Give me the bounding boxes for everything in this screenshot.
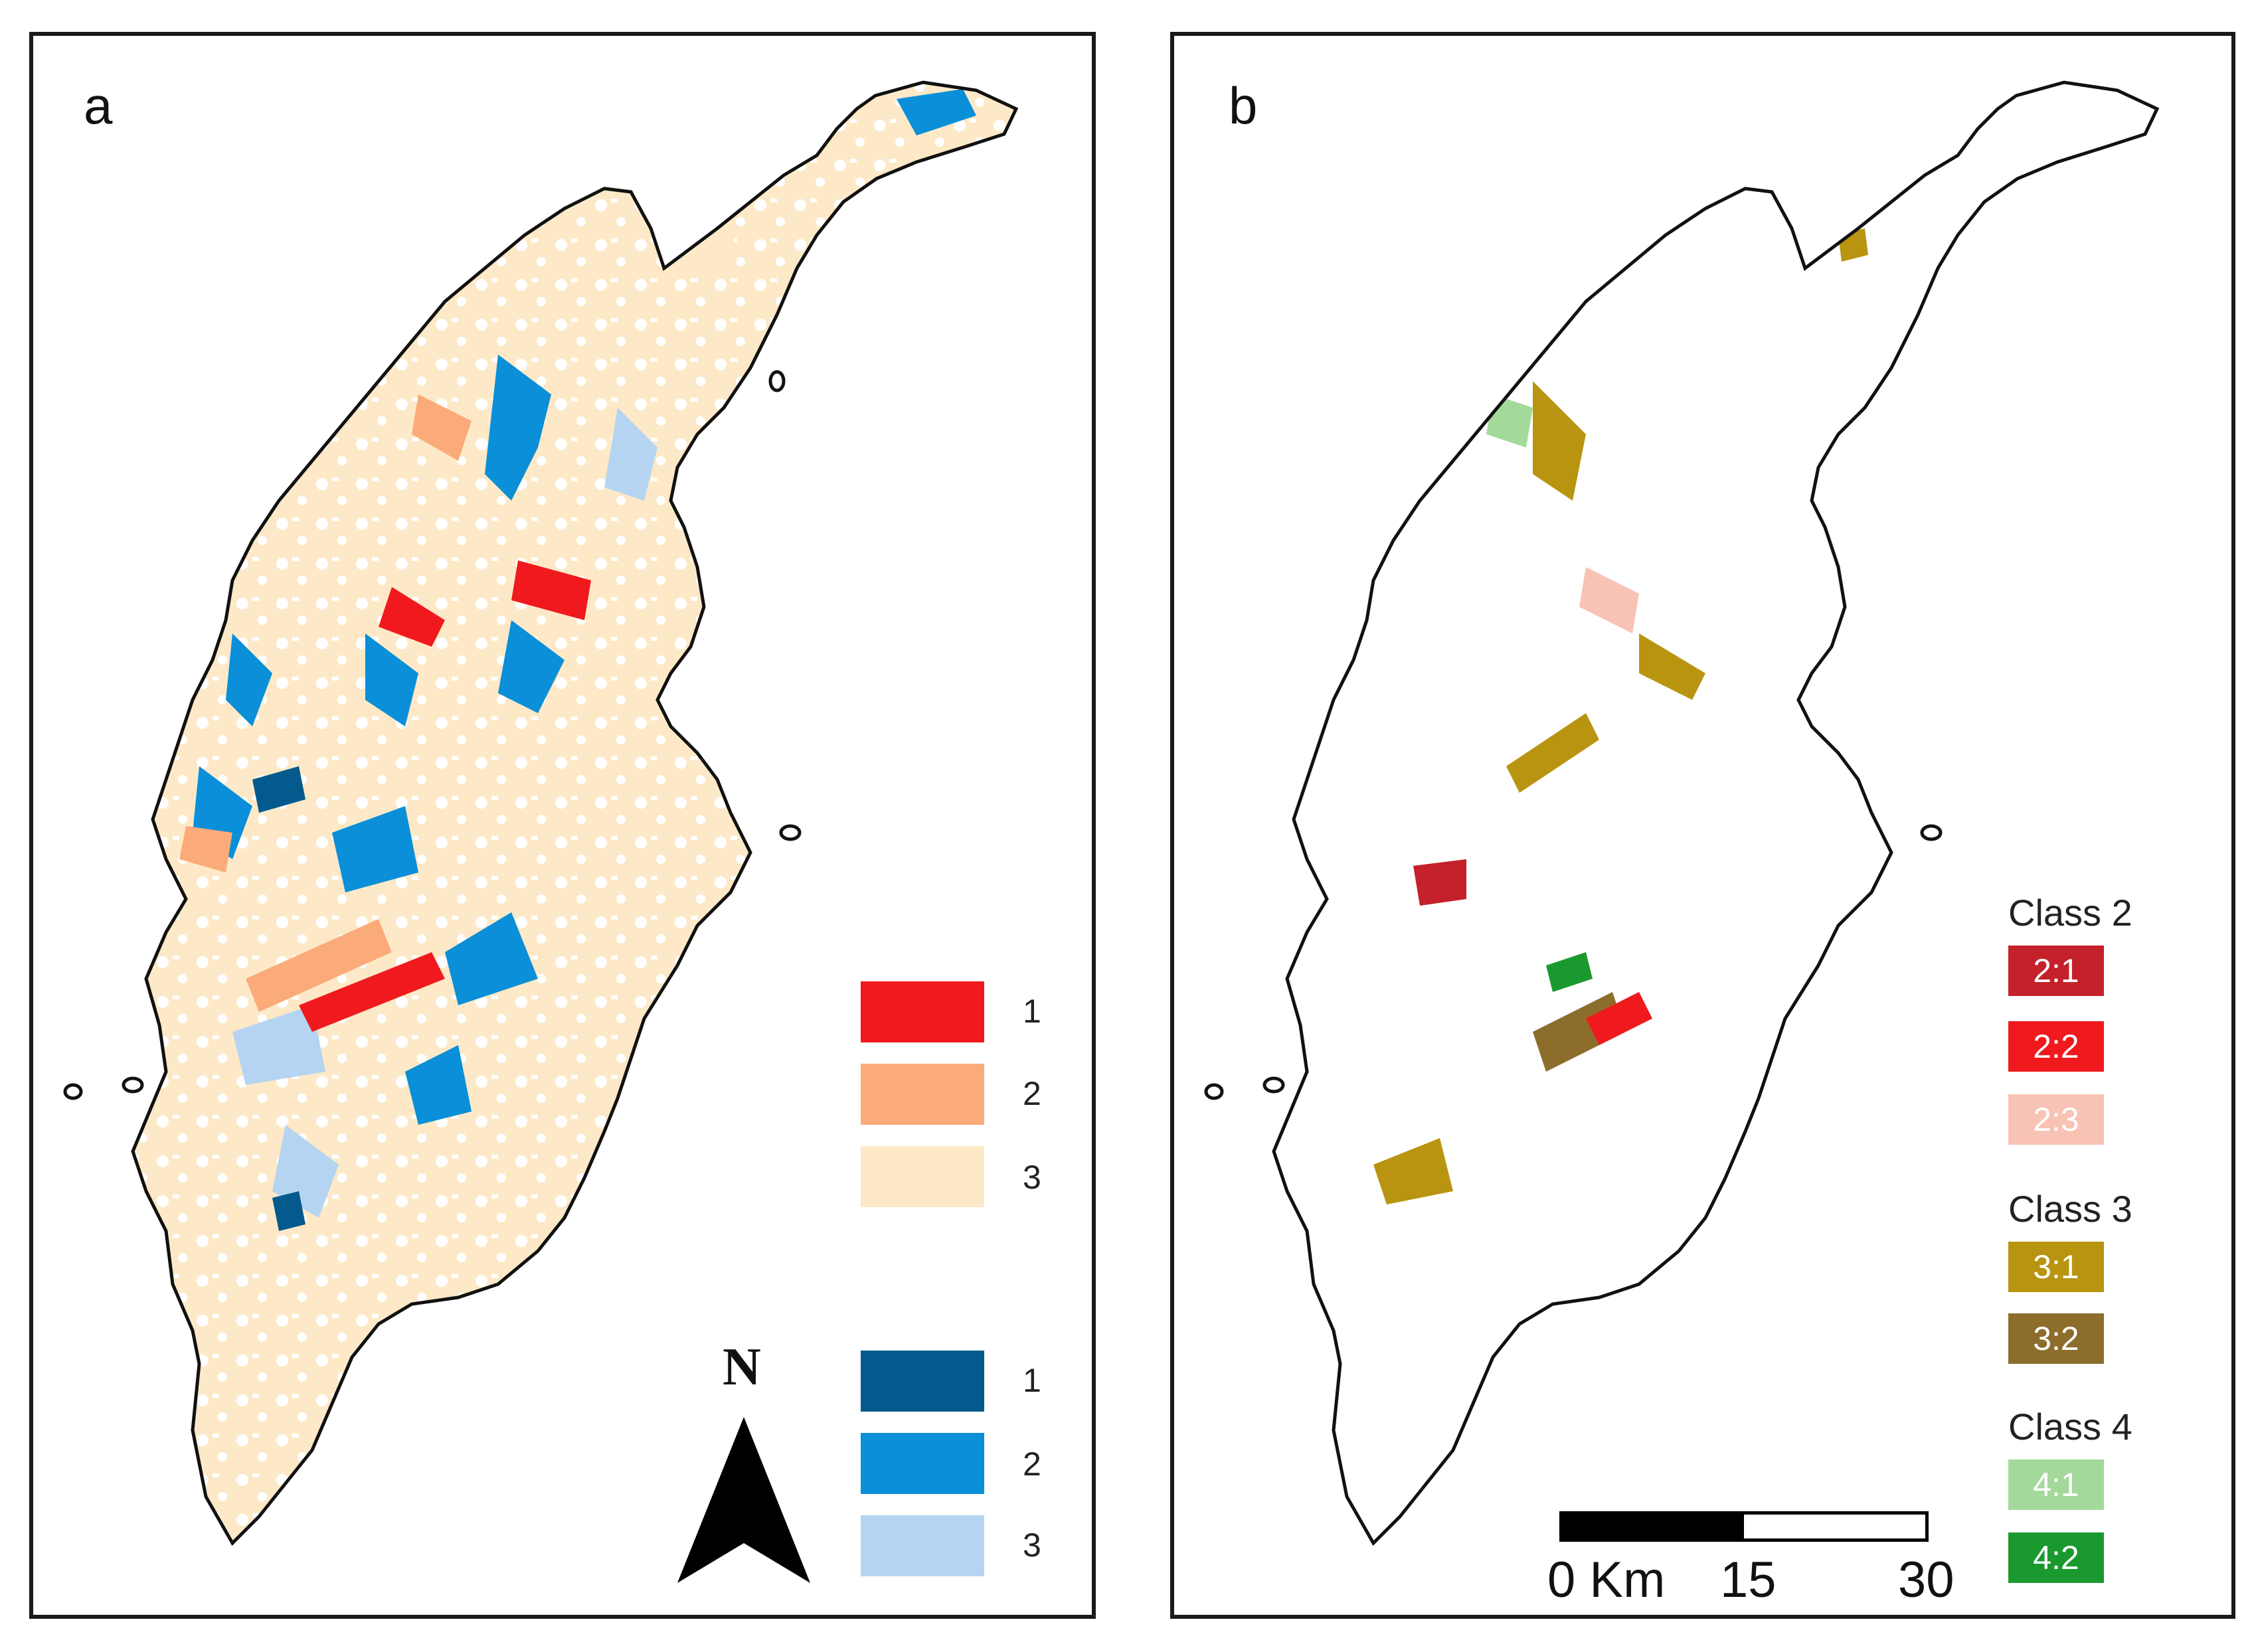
class-2-heading: Class 2 — [2008, 892, 2132, 934]
legend-label-blue-1: 1 — [1023, 1362, 1041, 1399]
north-label: N — [723, 1338, 761, 1396]
island-map-b — [1204, 36, 2231, 1615]
islets-b — [1204, 824, 1943, 1100]
class-2-1-swatch: 2:1 — [2008, 946, 2104, 996]
class-3-heading: Class 3 — [2008, 1188, 2132, 1230]
scale-bar — [1559, 1511, 1929, 1542]
class-legend: Class 2 2:1 2:2 2:3 Class 3 3:1 3:2 Clas… — [2008, 891, 2154, 1615]
land-class-patches-a — [179, 89, 976, 1231]
legend-swatch-red-1 — [861, 981, 984, 1042]
islets-a — [63, 370, 802, 1100]
class-4-2-swatch: 4:2 — [2008, 1532, 2104, 1583]
legend-label-blue-3: 3 — [1023, 1527, 1041, 1564]
panel-label-b: b — [1229, 76, 1258, 135]
class-2-3-swatch: 2:3 — [2008, 1094, 2104, 1145]
scale-bar-black-segment — [1563, 1515, 1744, 1538]
legend-label-red-3: 3 — [1023, 1159, 1041, 1196]
legend-swatch-red-3 — [861, 1146, 984, 1207]
legend-swatch-blue-1 — [861, 1351, 984, 1412]
scale-label-mid: 15 — [1720, 1552, 1777, 1608]
legend-swatch-blue-2 — [861, 1433, 984, 1494]
scale-label-zero: 0 Km — [1547, 1552, 1666, 1608]
legend-swatch-blue-3 — [861, 1515, 984, 1576]
north-arrow-icon — [677, 1417, 810, 1583]
class-3-2-swatch: 3:2 — [2008, 1313, 2104, 1364]
legend-label-red-1: 1 — [1023, 993, 1041, 1030]
panel-label-a: a — [84, 76, 113, 135]
legend-swatch-red-2 — [861, 1064, 984, 1125]
map-panel-a: a — [29, 32, 1096, 1619]
class-2-2-swatch: 2:2 — [2008, 1021, 2104, 1072]
class-4-1-swatch: 4:1 — [2008, 1459, 2104, 1510]
land-class-patches-b — [1373, 228, 1868, 1204]
legend-label-blue-2: 2 — [1023, 1446, 1041, 1483]
legend-label-red-2: 2 — [1023, 1075, 1041, 1112]
island-map-a — [63, 36, 1092, 1615]
map-panel-b: b Class 2 2:1 2:2 2:3 — [1170, 32, 2235, 1619]
class-4-heading: Class 4 — [2008, 1406, 2132, 1447]
class-3-1-swatch: 3:1 — [2008, 1242, 2104, 1292]
scale-label-end: 30 — [1898, 1552, 1954, 1608]
